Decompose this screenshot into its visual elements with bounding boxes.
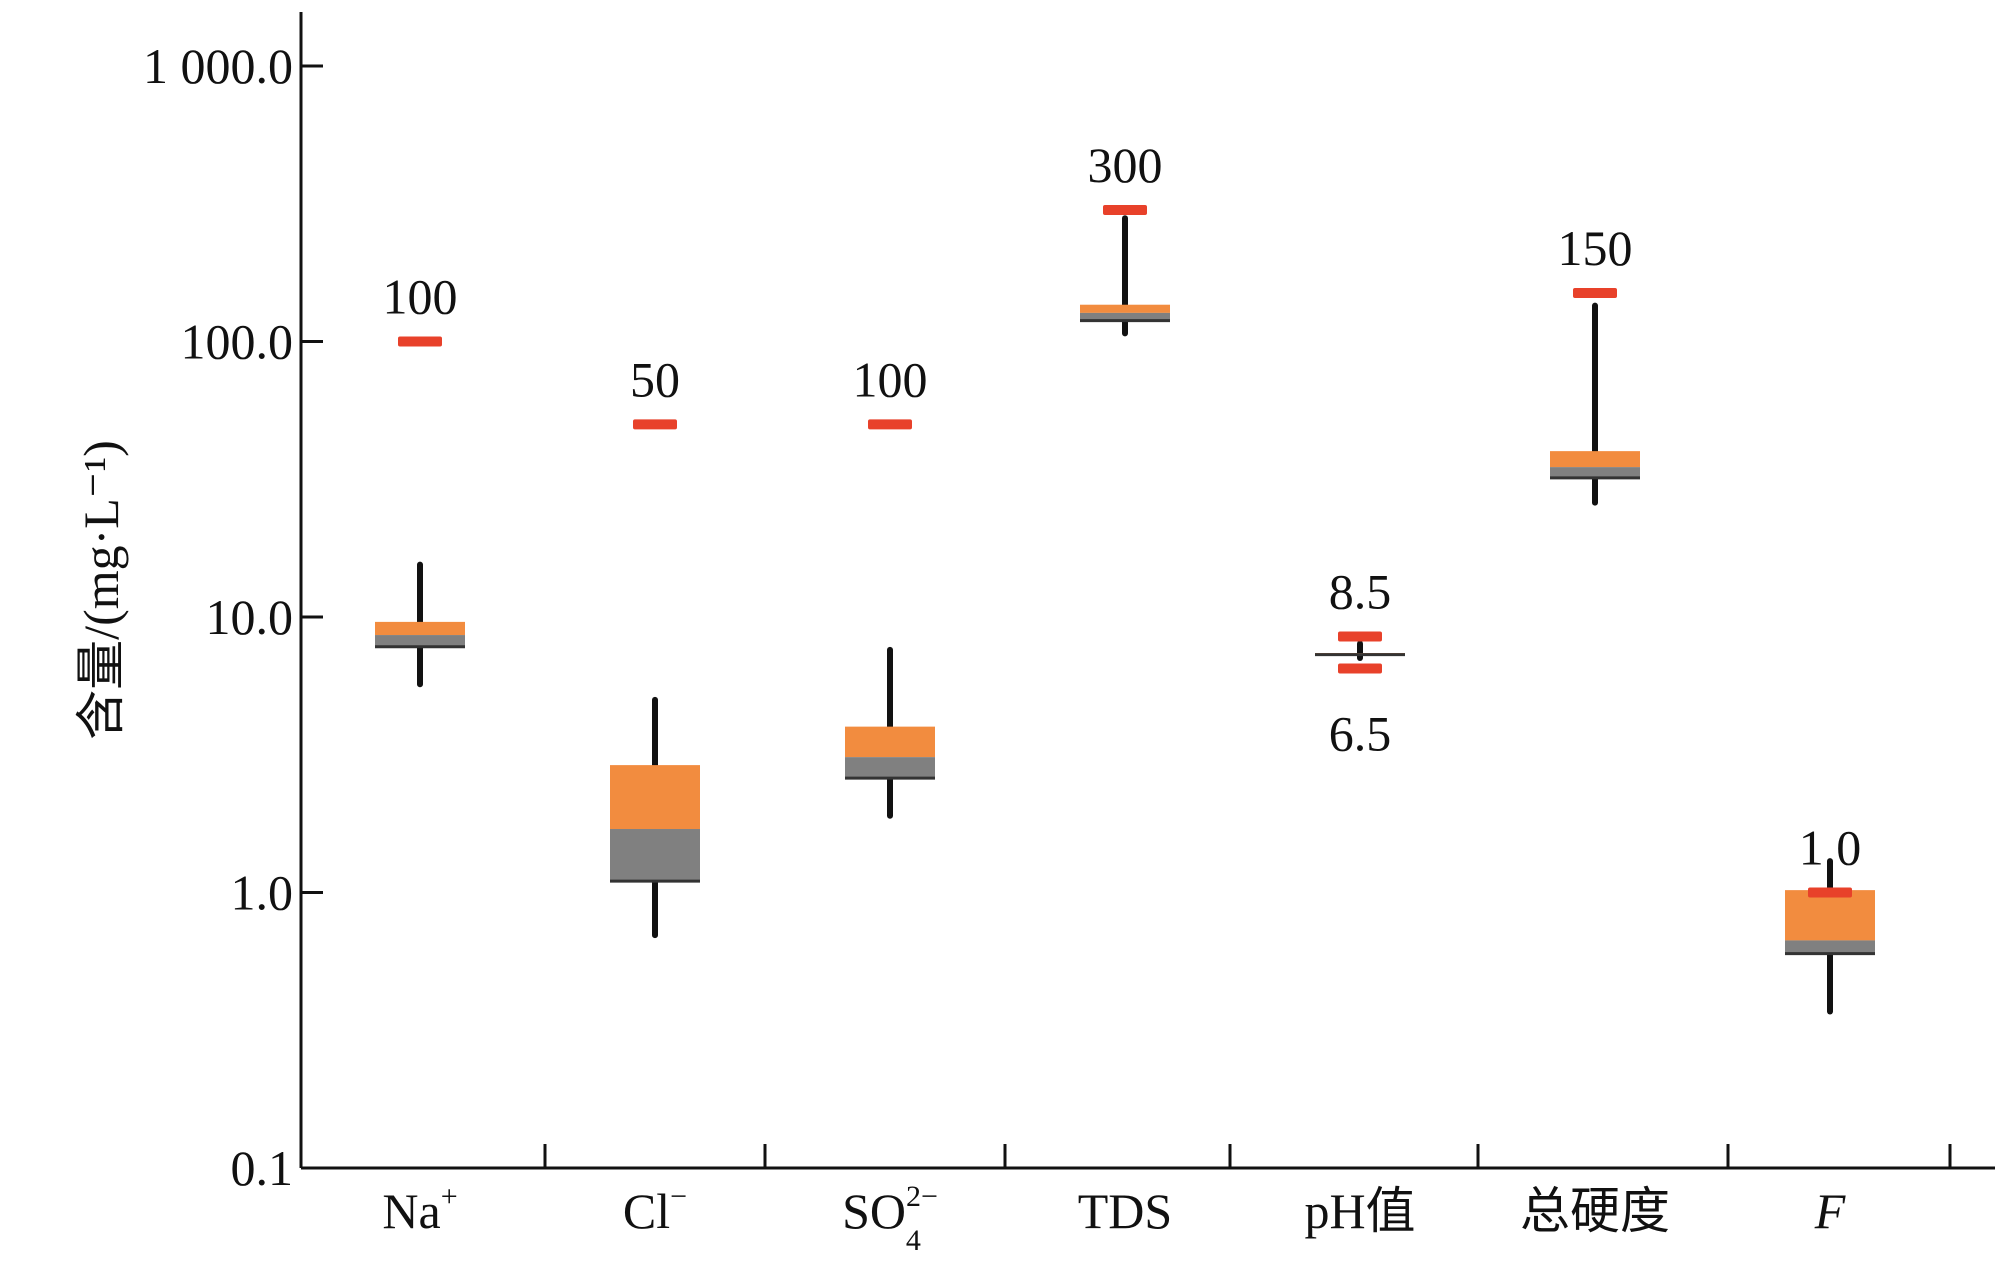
standard-limit-label: 100 — [383, 269, 458, 325]
box-lower-segment — [1550, 467, 1640, 478]
x-category-label: Na+ — [382, 1180, 457, 1239]
standard-limit-marker — [1808, 887, 1852, 898]
standard-limit-label: 300 — [1088, 137, 1163, 193]
x-axis-categories: Na+ Cl− SO2− 4 TDS pH值 总硬度 F — [382, 1180, 1845, 1257]
x-category-label: TDS — [1078, 1183, 1172, 1239]
box-upper-segment — [610, 765, 700, 830]
standard-limit-label: 6.5 — [1329, 706, 1392, 762]
y-axis-label: 含量/(mg·L⁻¹) — [73, 440, 129, 740]
standard-limit-marker — [398, 336, 442, 347]
box-lower-segment — [610, 829, 700, 882]
standard-limit-label: 100 — [853, 351, 928, 407]
box-upper-segment — [1080, 304, 1170, 313]
standard-limit-label: 150 — [1558, 220, 1633, 276]
box-upper-segment — [1550, 451, 1640, 468]
y-tick-label: 10.0 — [206, 589, 294, 645]
box-lower-segment — [1080, 312, 1170, 321]
standard-limit-marker — [1573, 287, 1617, 298]
standard-limit-marker — [1103, 205, 1147, 216]
y-tick-label: 100.0 — [181, 314, 294, 370]
x-category-label: SO2− 4 — [842, 1180, 938, 1257]
axes — [299, 12, 1995, 1170]
box-upper-segment — [845, 726, 935, 758]
y-tick-label: 0.1 — [231, 1140, 294, 1196]
standard-limits: 100 50 100 300 8.5 6.5 150 1.0 — [383, 137, 1862, 898]
standard-limit-label: 50 — [630, 351, 680, 407]
standard-limit-marker — [633, 419, 677, 430]
box-lower-segment — [845, 757, 935, 779]
x-category-label: F — [1814, 1183, 1846, 1239]
boxes — [375, 215, 1875, 1015]
box-upper-segment — [1785, 890, 1875, 941]
standard-limit-label: 1.0 — [1799, 820, 1862, 876]
box-upper-segment — [375, 621, 465, 636]
y-axis-ticks: 0.1 1.0 10.0 100.0 1 000.0 — [143, 38, 323, 1196]
x-category-label: Cl− — [623, 1180, 687, 1239]
standard-limit-label: 8.5 — [1329, 563, 1392, 619]
x-category-label: 总硬度 — [1520, 1183, 1670, 1239]
y-tick-label: 1 000.0 — [143, 38, 293, 94]
standard-limit-marker — [868, 419, 912, 430]
standard-limit-marker — [1338, 631, 1382, 642]
box-lower-segment — [1785, 940, 1875, 954]
y-tick-label: 1.0 — [231, 865, 294, 921]
standard-limit-marker — [1338, 663, 1382, 674]
box-lower-segment — [375, 635, 465, 647]
x-category-label: pH值 — [1304, 1183, 1415, 1239]
